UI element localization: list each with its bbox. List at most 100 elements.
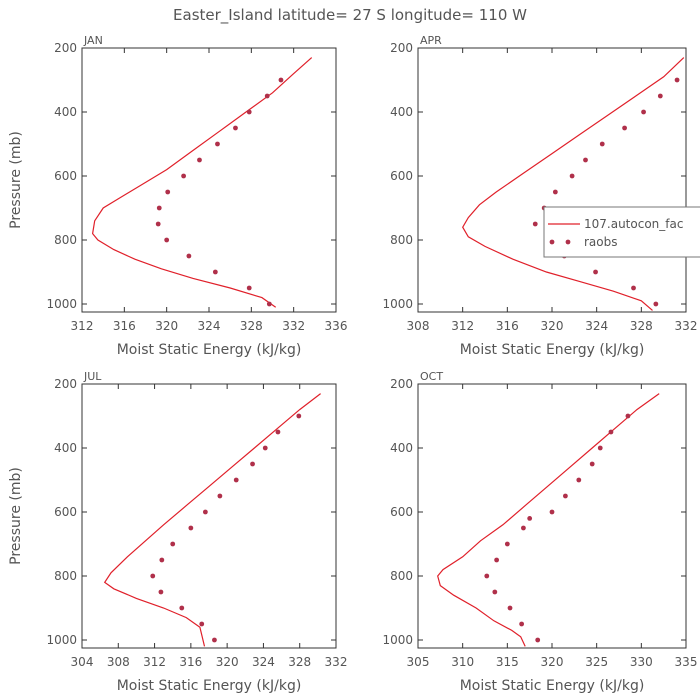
raobs-point (199, 621, 205, 627)
x-tick-label: 332 (282, 319, 305, 333)
y-tick-label: 600 (390, 505, 413, 519)
raobs-point (250, 461, 255, 467)
x-tick-label: 324 (585, 319, 608, 333)
x-tick-label: 316 (496, 319, 519, 333)
raobs-point (278, 77, 284, 83)
x-tick-label: 332 (675, 319, 698, 333)
raobs-point (527, 516, 533, 521)
raobs-point (179, 605, 185, 611)
raobs-point (622, 125, 627, 131)
raobs-point (212, 637, 217, 643)
x-tick-label: 308 (407, 319, 430, 333)
raobs-point (549, 509, 555, 515)
panel-jul: 304 308 312 316 320 324 328 332 200 400 600 800 1000… (8, 370, 347, 694)
raobs-point (599, 141, 605, 147)
raobs-point (532, 221, 538, 227)
y-tick-label: 200 (54, 377, 77, 391)
panel-label: APR (420, 34, 442, 47)
y-tick-label: 800 (54, 233, 77, 247)
legend-box (543, 206, 700, 258)
y-tick-label: 800 (390, 569, 413, 583)
raobs-point (576, 477, 582, 483)
x-tick-label: 324 (198, 319, 221, 333)
y-tick-label: 400 (390, 105, 413, 119)
x-axis-label: Moist Static Energy (kJ/kg) (117, 678, 302, 694)
raobs-point (494, 557, 500, 563)
raobs-point (492, 589, 498, 595)
raobs-point (164, 237, 170, 243)
x-tick-label: 308 (107, 655, 130, 669)
x-tick-label: 332 (325, 655, 348, 669)
raobs-point (158, 589, 164, 595)
legend-label-obs: raobs (584, 235, 618, 249)
raobs-point (625, 413, 631, 419)
raobs-point (156, 205, 162, 211)
raobs-point (246, 285, 252, 291)
x-axis-label: Moist Static Energy (kJ/kg) (460, 342, 645, 358)
x-tick-label: 304 (71, 655, 94, 669)
raobs-point (150, 573, 156, 579)
panel-oct: 305 310 315 320 325 330 335 200 400 600 800 1000 OCT… (382, 370, 697, 694)
y-tick-label: 600 (390, 169, 413, 183)
raobs-point (552, 189, 558, 195)
y-tick-label: 1000 (46, 297, 77, 311)
y-tick-label: 600 (54, 169, 77, 183)
model-profile-line (103, 393, 321, 647)
x-tick-label: 320 (541, 655, 564, 669)
raobs-point (233, 477, 239, 483)
raobs-point (296, 413, 302, 419)
y-tick-label: 800 (390, 233, 413, 247)
raobs-point (246, 109, 252, 115)
y-tick-label: 600 (54, 505, 77, 519)
raobs-point (484, 573, 490, 579)
panel-label: JAN (83, 34, 103, 47)
raobs-point (170, 541, 176, 547)
x-tick-label: 320 (155, 319, 178, 333)
raobs-point (264, 93, 270, 99)
x-tick-label: 312 (71, 319, 94, 333)
y-axis-label: Pressure (mb) (8, 467, 24, 565)
raobs-point (593, 269, 598, 275)
raobs-point (583, 157, 588, 163)
raobs-point (569, 173, 575, 179)
legend-label-model: 107.autocon_fac (584, 217, 683, 231)
raobs-point (165, 189, 171, 195)
x-tick-label: 312 (143, 655, 166, 669)
x-tick-label: 312 (451, 319, 474, 333)
plot-frame (417, 47, 687, 313)
raobs-point (504, 541, 510, 547)
y-tick-label: 800 (54, 569, 77, 583)
model-profile-line (462, 57, 685, 311)
x-axis-label: Moist Static Energy (kJ/kg) (460, 678, 645, 694)
y-tick-label: 400 (54, 441, 77, 455)
x-tick-label: 320 (216, 655, 239, 669)
x-tick-label: 316 (179, 655, 202, 669)
raobs-point (188, 525, 194, 531)
raobs-point (507, 605, 513, 611)
raobs-point (597, 445, 603, 451)
plot-frame (81, 47, 337, 313)
raobs-point (215, 141, 220, 147)
raobs-point (275, 429, 281, 435)
plot-frame (417, 383, 687, 649)
x-tick-label: 305 (407, 655, 430, 669)
x-tick-label: 328 (240, 319, 263, 333)
raobs-point (181, 173, 187, 179)
x-tick-label: 328 (288, 655, 311, 669)
x-tick-label: 315 (496, 655, 519, 669)
panel-apr: 308 312 316 320 324 328 332 200 400 600 800 1000 APR… (382, 34, 697, 358)
y-tick-label: 1000 (46, 633, 77, 647)
raobs-point (202, 509, 208, 515)
x-tick-label: 310 (451, 655, 474, 669)
x-tick-label: 330 (630, 655, 653, 669)
panel-label: JUL (83, 370, 102, 383)
y-tick-label: 200 (54, 41, 77, 55)
legend-dot-swatch (549, 239, 555, 245)
x-tick-label: 335 (675, 655, 698, 669)
y-tick-label: 200 (390, 41, 413, 55)
raobs-point (535, 637, 541, 643)
y-tick-label: 400 (390, 441, 413, 455)
raobs-point (657, 93, 663, 99)
